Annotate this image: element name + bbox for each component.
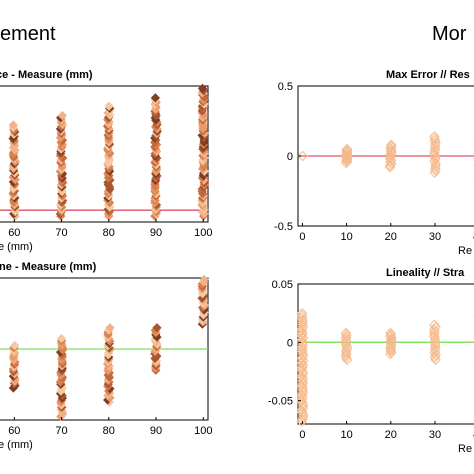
y-tick-label: 0.05 bbox=[272, 279, 293, 291]
data-point bbox=[197, 83, 208, 93]
data-point bbox=[340, 327, 352, 339]
x-tick-label: 30 bbox=[429, 231, 441, 243]
x-tick-label: 20 bbox=[385, 429, 397, 441]
y-tick-label: 0 bbox=[287, 151, 293, 163]
x-tick-label: 70 bbox=[55, 425, 67, 437]
y-tick-label: -0.05 bbox=[268, 396, 293, 408]
x-tick-label: 0 bbox=[299, 429, 305, 441]
chart-title: ine - Measure (mm) bbox=[0, 261, 97, 273]
plot-frame bbox=[0, 85, 209, 223]
x-axis-label: e (mm) bbox=[0, 439, 33, 451]
x-tick-label: 70 bbox=[55, 227, 67, 239]
chart-title: Lineality // Stra bbox=[386, 267, 465, 279]
data-point bbox=[429, 319, 440, 331]
x-tick-label: 80 bbox=[103, 425, 115, 437]
chart-title: ce - Measure (mm) bbox=[0, 69, 93, 81]
x-tick-label: 60 bbox=[8, 227, 20, 239]
data-point bbox=[105, 323, 115, 333]
x-axis-label: e (mm) bbox=[0, 241, 33, 253]
data-point bbox=[150, 93, 161, 103]
chart-title: Max Error // Res bbox=[386, 69, 470, 81]
x-axis-label: Re bbox=[458, 443, 472, 455]
data-point bbox=[384, 161, 396, 173]
x-tick-label: 20 bbox=[385, 231, 397, 243]
data-point bbox=[385, 327, 396, 339]
x-tick-label: 100 bbox=[194, 425, 212, 437]
data-point bbox=[152, 323, 162, 333]
x-tick-label: 0 bbox=[299, 231, 305, 243]
data-point bbox=[340, 338, 352, 349]
data-point bbox=[340, 333, 352, 345]
x-tick-label: 80 bbox=[103, 227, 115, 239]
x-tick-label: 100 bbox=[194, 227, 212, 239]
chart-left-top: ce - Measure (mm)060708090100e (mm) bbox=[0, 69, 212, 253]
left-section-title: ement bbox=[0, 23, 56, 45]
data-point bbox=[104, 101, 114, 111]
x-tick-label: 10 bbox=[340, 429, 352, 441]
data-point bbox=[57, 110, 68, 121]
x-axis-label: Re bbox=[458, 245, 472, 257]
data-point bbox=[340, 336, 352, 347]
chart-left-bottom: ine - Measure (mm)060708090100e (mm) bbox=[0, 261, 212, 451]
data-point bbox=[296, 307, 308, 319]
y-tick-label: -0.5 bbox=[274, 221, 293, 233]
x-tick-label: 60 bbox=[8, 425, 20, 437]
charts: ce - Measure (mm)060708090100e (mm)ine -… bbox=[0, 69, 474, 455]
data-point bbox=[429, 131, 440, 142]
x-tick-label: 90 bbox=[150, 227, 162, 239]
data-point bbox=[386, 141, 397, 152]
data-point bbox=[341, 143, 353, 155]
data-point bbox=[429, 142, 441, 153]
x-tick-label: 90 bbox=[150, 425, 162, 437]
chart-right-top: Max Error // Res0102030400.50-0.5Re bbox=[274, 69, 474, 257]
y-tick-label: 0 bbox=[287, 337, 293, 349]
x-tick-label: 30 bbox=[429, 429, 441, 441]
y-tick-label: 0.5 bbox=[278, 81, 293, 93]
data-point bbox=[385, 329, 397, 340]
data-point bbox=[8, 120, 18, 130]
data-point bbox=[199, 274, 209, 285]
right-section-title: Mor bbox=[432, 23, 467, 45]
data-point bbox=[385, 139, 397, 151]
x-tick-label: 10 bbox=[340, 231, 352, 243]
data-point bbox=[56, 333, 67, 343]
data-point bbox=[340, 331, 352, 343]
data-point bbox=[430, 153, 441, 165]
data-point bbox=[10, 340, 20, 351]
data-point bbox=[297, 150, 308, 162]
